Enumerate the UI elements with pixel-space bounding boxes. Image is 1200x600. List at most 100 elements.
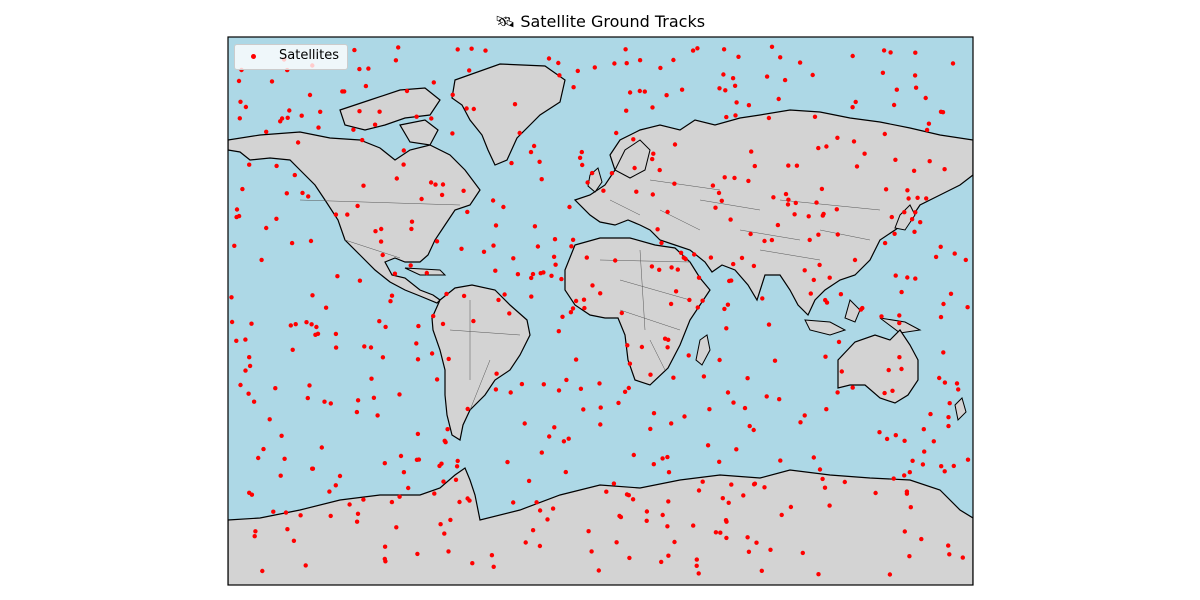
satellite-point: [873, 490, 878, 496]
satellite-point: [541, 270, 546, 275]
satellite-point: [888, 50, 893, 55]
satellite-point: [414, 341, 419, 346]
satellite-point: [769, 44, 775, 49]
satellite-point: [553, 262, 558, 267]
satellite-point: [291, 538, 297, 543]
satellite-point: [327, 489, 332, 494]
satellite-point: [682, 414, 687, 419]
satellite-point: [881, 48, 887, 53]
satellite-point: [383, 324, 388, 330]
satellite-point: [559, 276, 564, 282]
satellite-point: [924, 196, 929, 201]
satellite-point: [965, 305, 970, 310]
satellite-point: [862, 151, 867, 156]
satellite-point: [913, 210, 918, 215]
satellite-point: [960, 555, 965, 560]
satellite-point: [766, 115, 772, 121]
satellite-point: [232, 243, 237, 248]
satellite-point: [439, 461, 444, 466]
satellite-point: [938, 314, 944, 320]
arctic-islands: [339, 87, 441, 131]
satellite-point: [672, 539, 677, 545]
satellite-point: [354, 409, 360, 415]
satellite-point: [450, 92, 455, 98]
satellite-point: [530, 528, 536, 533]
satellite-point: [907, 554, 912, 559]
satellite-point: [375, 413, 380, 418]
satellite-point: [717, 86, 722, 91]
satellite-point: [401, 148, 406, 153]
satellite-point: [378, 239, 384, 244]
satellite-point: [240, 186, 245, 192]
satellite-point: [705, 443, 711, 448]
satellite-point: [747, 423, 752, 429]
satellite-point: [401, 162, 406, 167]
satellite-point: [720, 496, 725, 501]
satellite-point: [906, 196, 911, 201]
satellite-point: [700, 298, 705, 303]
satellite-point: [632, 165, 637, 171]
satellite-point: [531, 143, 537, 149]
satellite-point: [328, 513, 333, 519]
satellite-point: [566, 436, 571, 441]
satellite-point: [577, 155, 583, 160]
satellite-point: [289, 240, 295, 246]
satellite-point: [569, 244, 574, 249]
satellite-point: [563, 469, 568, 475]
satellite-point: [690, 48, 696, 53]
satellite-point: [927, 159, 932, 164]
satellite-point: [401, 470, 407, 475]
satellite-point: [679, 87, 685, 92]
satellite-point: [665, 524, 670, 529]
satellite-point: [665, 209, 670, 215]
satellite-point: [909, 217, 915, 222]
satellite-point: [614, 130, 619, 136]
satellite-point: [434, 377, 440, 382]
satellite-point: [922, 449, 927, 454]
satellite-point: [891, 102, 897, 108]
satellite-point: [318, 109, 323, 115]
satellite-point: [792, 212, 797, 217]
satellite-point: [956, 387, 961, 392]
satellite-point: [954, 381, 960, 386]
satellite-point: [904, 491, 910, 496]
satellite-point: [429, 351, 435, 356]
satellite-point: [582, 305, 587, 311]
satellite-point: [237, 116, 242, 121]
satellite-point: [734, 447, 739, 452]
satellite-point: [450, 131, 455, 136]
satellite-point: [634, 189, 639, 194]
satellite-point: [568, 310, 574, 315]
satellite-point: [446, 356, 451, 362]
satellite-point: [546, 56, 552, 61]
satellite-point: [537, 508, 543, 513]
satellite-point: [461, 188, 466, 193]
satellite-point: [392, 271, 398, 276]
satellite-point: [517, 130, 522, 136]
satellite-point: [598, 405, 603, 410]
satellite-point: [310, 466, 315, 471]
satellite-point: [377, 109, 382, 114]
satellite-point: [816, 232, 821, 237]
satellite-point: [581, 407, 586, 412]
satellite-point: [700, 479, 705, 484]
satellite-point: [644, 509, 650, 514]
satellite-point: [695, 46, 700, 51]
satellite-point: [886, 367, 891, 373]
satellite-point: [783, 191, 789, 197]
satellite-point: [816, 572, 821, 577]
satellite-point: [287, 108, 292, 113]
satellite-point: [556, 60, 561, 66]
satellite-point: [354, 519, 360, 524]
satellite-point: [279, 433, 284, 438]
satellite-point: [522, 421, 527, 426]
satellite-point: [406, 485, 411, 491]
satellite-point: [624, 61, 629, 66]
satellite-point: [777, 397, 782, 402]
legend-marker: [251, 54, 256, 59]
satellite-point: [648, 426, 653, 432]
satellite-point: [481, 249, 487, 254]
satellite-point: [752, 163, 757, 169]
satellite-point: [523, 540, 528, 545]
satellite-point: [824, 144, 829, 149]
